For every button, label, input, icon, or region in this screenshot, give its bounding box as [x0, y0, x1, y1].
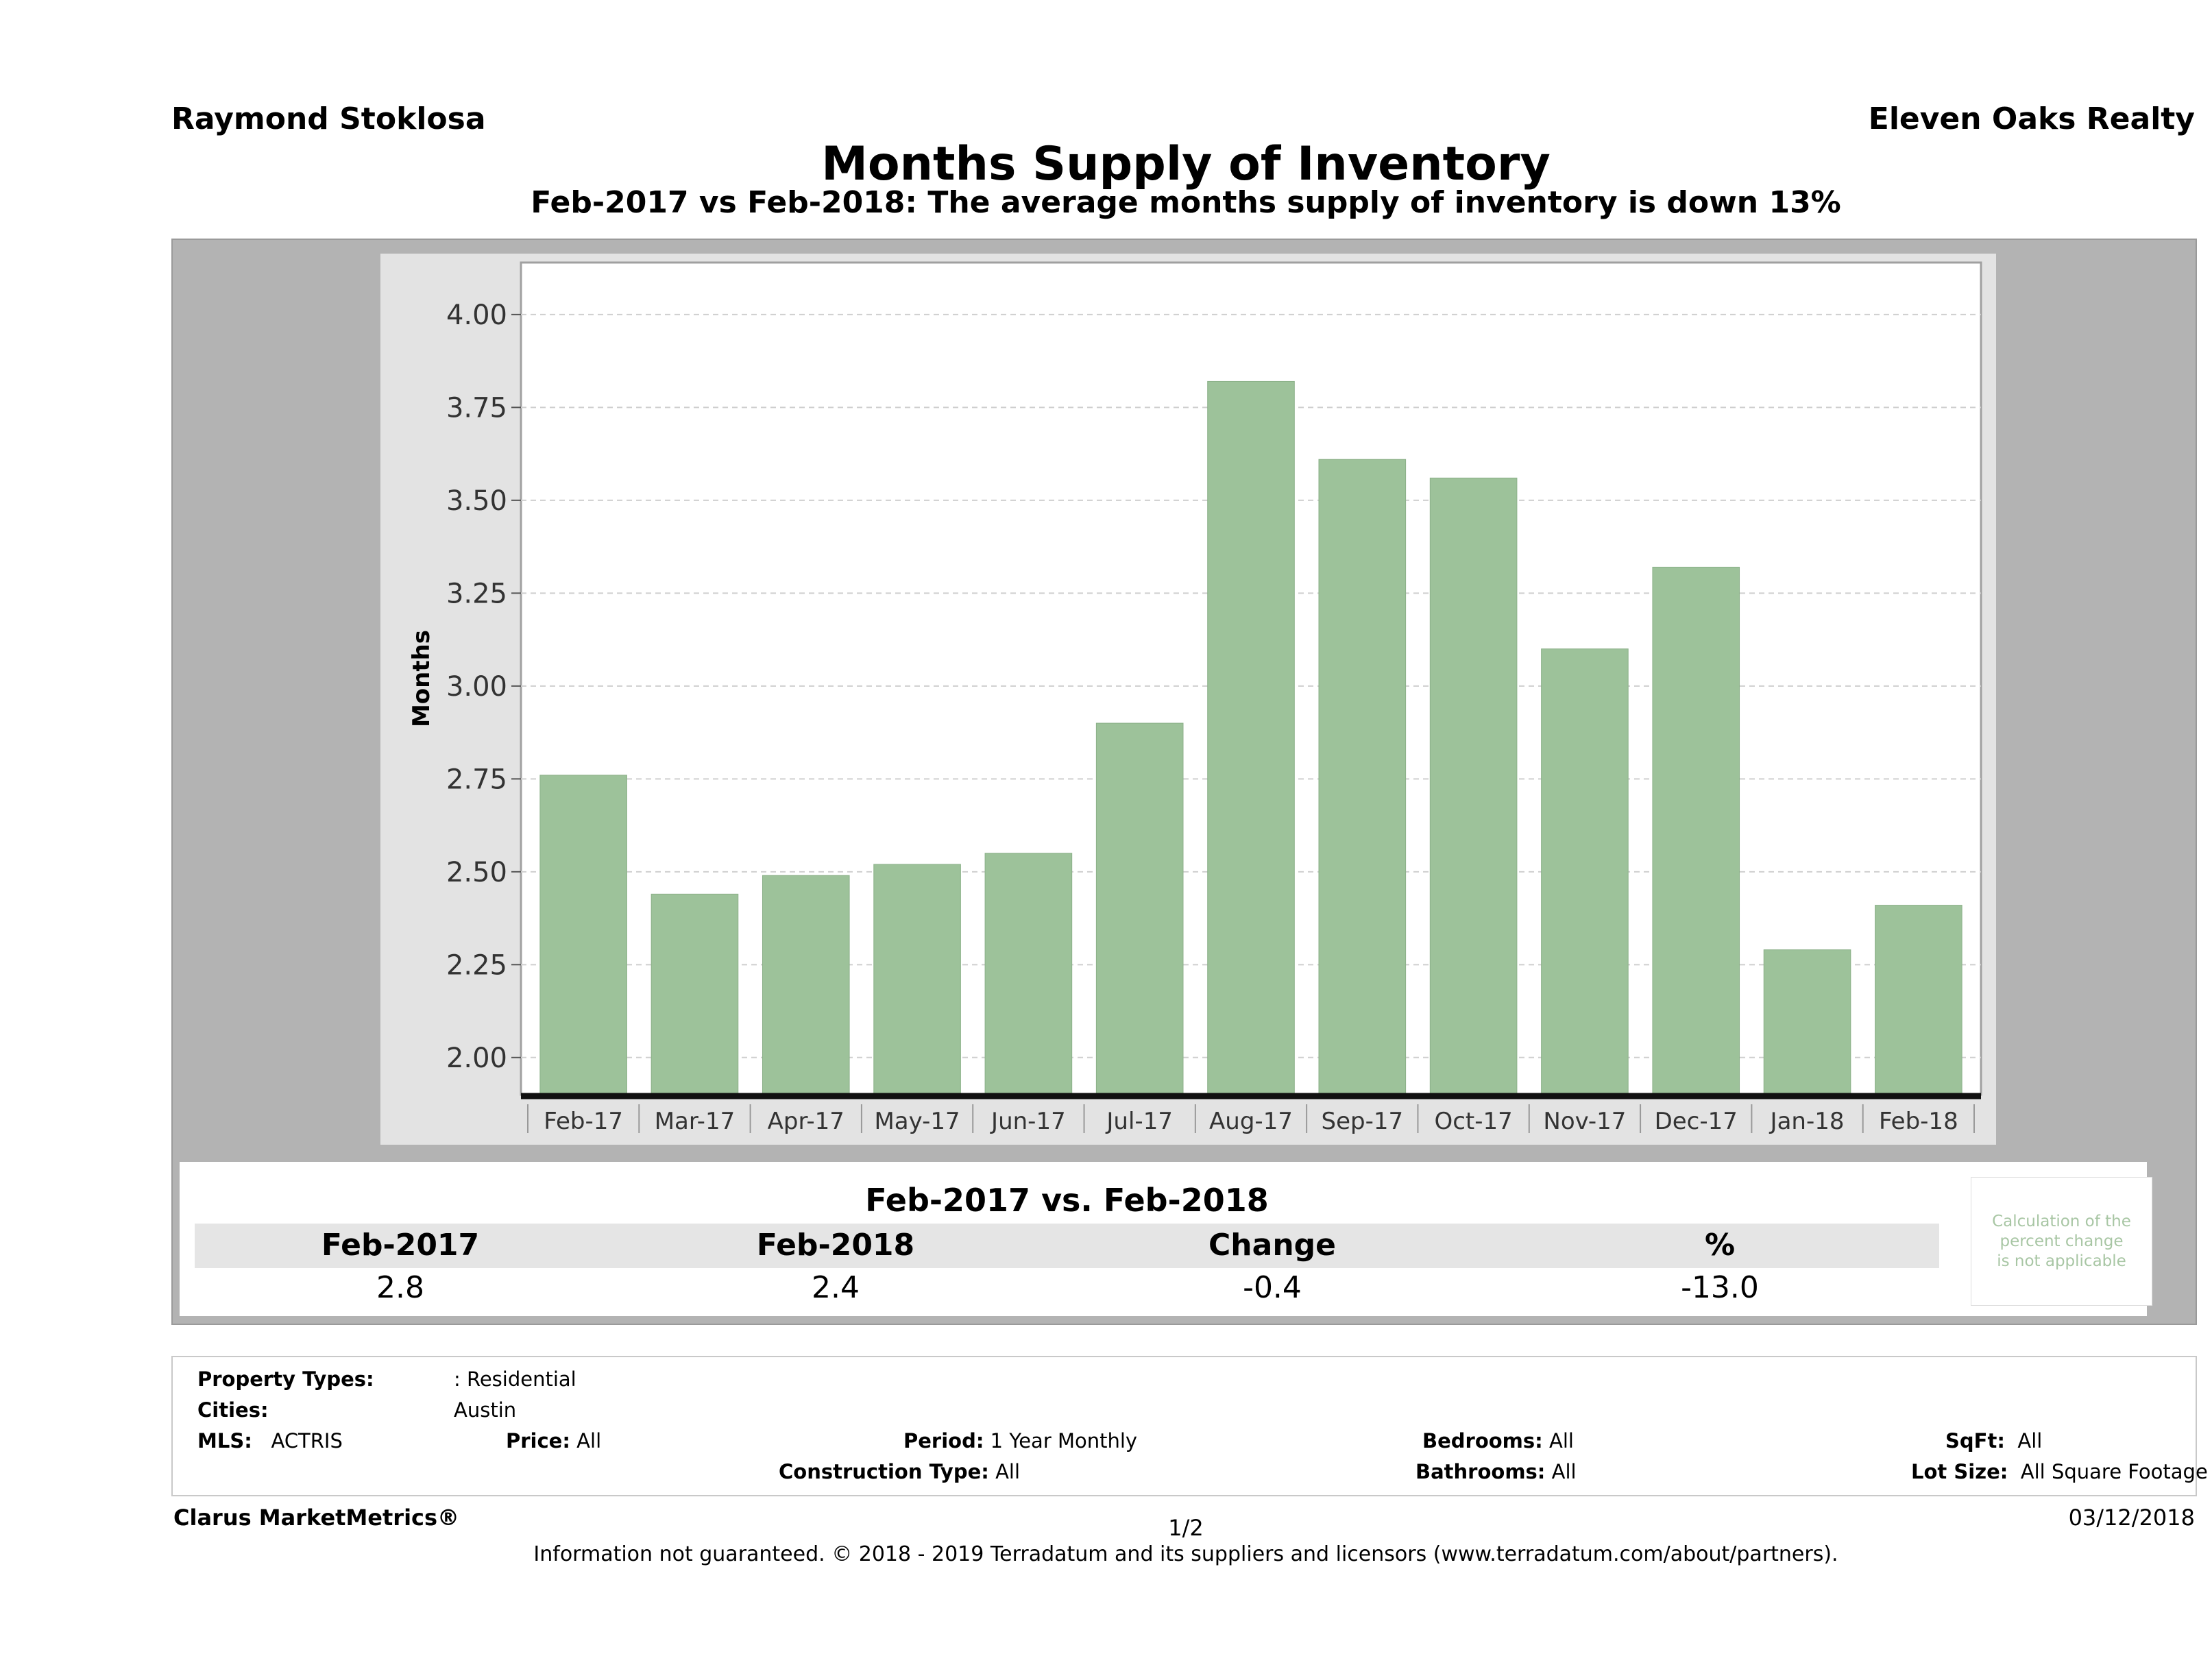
company-name: Eleven Oaks Realty — [1868, 101, 2195, 136]
y-tick-label: 3.00 — [446, 671, 507, 703]
bar-nov-17 — [1541, 648, 1629, 1095]
summary-value-feb-2018: 2.4 — [812, 1270, 860, 1305]
bar-sep-17 — [1318, 459, 1407, 1095]
price-filter: Price: All — [506, 1429, 602, 1452]
bedrooms-filter: Bedrooms: All — [1422, 1429, 1574, 1452]
y-tick-label: 2.75 — [446, 764, 507, 795]
sqft-filter: SqFt: All — [1945, 1429, 2043, 1452]
bar-jun-17 — [984, 853, 1073, 1095]
report-date: 03/12/2018 — [2068, 1505, 2195, 1531]
y-tick-label: 2.50 — [446, 857, 507, 888]
x-tick-label: Jul-17 — [1105, 1108, 1173, 1135]
bar-apr-17 — [762, 875, 850, 1095]
property-types-value: : Residential — [454, 1367, 576, 1391]
bar-aug-17 — [1207, 380, 1295, 1095]
summary-column-headers: Feb-2017 Feb-2018 Change % — [195, 1224, 1939, 1268]
summary-heading: Feb-2017 vs. Feb-2018 — [195, 1177, 1939, 1224]
property-types-label: Property Types: — [197, 1367, 374, 1391]
note-line: is not applicable — [1997, 1252, 2126, 1270]
bar-jan-18 — [1763, 949, 1851, 1095]
x-tick-label: Feb-17 — [544, 1108, 623, 1135]
summary-value-percent: -13.0 — [1681, 1270, 1759, 1305]
bar-jul-17 — [1095, 722, 1184, 1095]
x-tick-label: Jun-17 — [990, 1108, 1066, 1135]
y-tick-label: 3.50 — [446, 485, 507, 517]
agent-name: Raymond Stoklosa — [171, 101, 486, 136]
bar-feb-17 — [539, 775, 627, 1095]
percent-change-note: Calculation of the percent change is not… — [1971, 1177, 2152, 1306]
bar-feb-18 — [1875, 905, 1962, 1095]
summary-col-feb-2018: Feb-2018 — [756, 1228, 915, 1263]
summary-value-feb-2017: 2.8 — [376, 1270, 424, 1305]
x-tick-label: May-17 — [874, 1108, 960, 1135]
x-tick-label: Dec-17 — [1655, 1108, 1738, 1135]
note-line: percent change — [2000, 1232, 2124, 1250]
x-tick-label: Sep-17 — [1321, 1108, 1403, 1135]
bathrooms-filter: Bathrooms: All — [1415, 1460, 1577, 1483]
x-tick-label: Oct-17 — [1434, 1108, 1512, 1135]
report-subtitle: Feb-2017 vs Feb-2018: The average months… — [531, 185, 1841, 220]
bar-oct-17 — [1429, 477, 1518, 1095]
x-tick-label: Aug-17 — [1209, 1108, 1293, 1135]
page-number: 1/2 — [1168, 1515, 1204, 1541]
summary-col-feb-2017: Feb-2017 — [321, 1228, 480, 1263]
summary-col-change: Change — [1208, 1228, 1336, 1263]
bar-may-17 — [873, 864, 961, 1095]
y-tick-label: 2.25 — [446, 949, 507, 981]
y-tick-label: 2.00 — [446, 1043, 507, 1074]
filter-criteria-box — [171, 1356, 2197, 1496]
footer-brand: Clarus MarketMetrics® — [173, 1505, 460, 1531]
x-tick-label: Mar-17 — [655, 1108, 736, 1135]
summary-values: 2.8 2.4 -0.4 -13.0 — [195, 1268, 1939, 1308]
x-tick-label: Feb-18 — [1879, 1108, 1958, 1135]
cities-value: Austin — [454, 1398, 517, 1422]
cities-label: Cities: — [197, 1398, 269, 1422]
report-title: Months Supply of Inventory — [821, 137, 1551, 191]
disclaimer: Information not guaranteed. © 2018 - 201… — [533, 1542, 1838, 1566]
mls-filter: MLS: ACTRIS — [197, 1429, 343, 1452]
x-tick-label: Apr-17 — [768, 1108, 844, 1135]
x-tick-label: Jan-18 — [1769, 1108, 1845, 1135]
period-filter: Period: 1 Year Monthly — [903, 1429, 1138, 1452]
x-tick-label: Nov-17 — [1543, 1108, 1626, 1135]
bar-chart: 2.00 2.25 2.50 2.75 3.00 3.25 3.50 3.75 4.00 Feb-… — [408, 261, 1982, 1135]
note-line: Calculation of the — [1992, 1213, 2131, 1230]
lot-size-filter: Lot Size: All Square Footage — [1911, 1460, 2208, 1483]
bar-mar-17 — [651, 893, 739, 1095]
y-axis-label: Months — [408, 630, 435, 727]
bar-dec-17 — [1652, 566, 1740, 1095]
summary-value-change: -0.4 — [1243, 1270, 1302, 1305]
y-tick-label: 4.00 — [446, 300, 507, 331]
y-tick-label: 3.75 — [446, 392, 507, 424]
summary-col-percent: % — [1704, 1228, 1736, 1263]
y-tick-label: 3.25 — [446, 578, 507, 609]
construction-type-filter: Construction Type: All — [779, 1460, 1021, 1483]
